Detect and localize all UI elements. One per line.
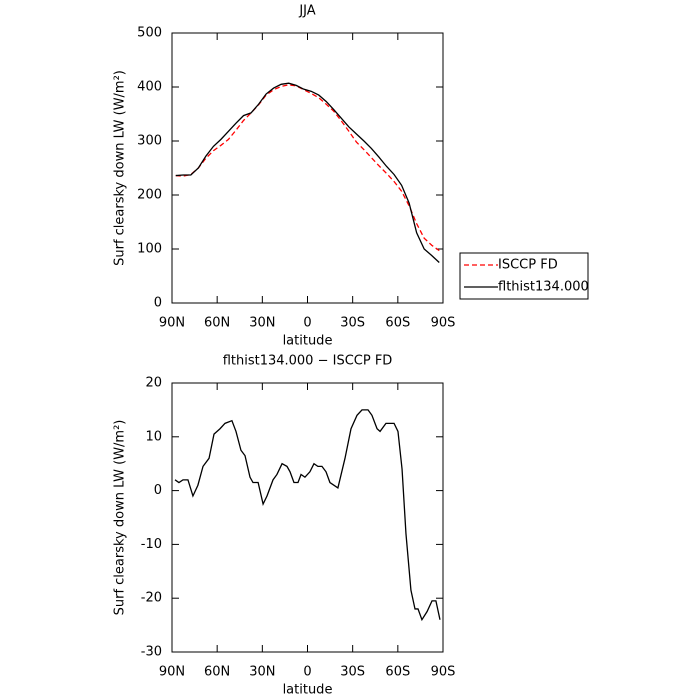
y-tick-label: 300 bbox=[137, 134, 162, 149]
plot-frame bbox=[171, 32, 444, 304]
x-tick-label: 60N bbox=[204, 316, 230, 331]
data-line bbox=[175, 84, 440, 252]
chart-title: flthist134.000 − ISCCP FD bbox=[223, 354, 393, 369]
x-tick-label: 0 bbox=[303, 316, 311, 331]
x-tick-label: 30S bbox=[340, 665, 365, 680]
x-tick-label: 90S bbox=[431, 665, 456, 680]
y-tick-label: 500 bbox=[137, 26, 162, 41]
x-tick-label: 90S bbox=[431, 316, 456, 331]
y-tick-label: -30 bbox=[141, 645, 162, 660]
plot-frame bbox=[171, 382, 444, 653]
data-line bbox=[174, 409, 441, 622]
y-tick-label: 0 bbox=[154, 296, 162, 311]
x-tick-label: 60N bbox=[204, 665, 230, 680]
x-tick-label: 30N bbox=[249, 316, 275, 331]
y-tick-label: -20 bbox=[141, 591, 162, 606]
x-tick-label: 30S bbox=[340, 316, 365, 331]
y-axis-title: Surf clearsky down LW (W/m²) bbox=[113, 420, 128, 616]
y-axis-title: Surf clearsky down LW (W/m²) bbox=[113, 70, 128, 266]
y-tick-label: 10 bbox=[145, 429, 162, 444]
chart-title: JJA bbox=[298, 4, 315, 19]
x-tick-label: 30N bbox=[249, 665, 275, 680]
x-tick-label: 90N bbox=[159, 316, 185, 331]
x-axis-title: latitude bbox=[283, 683, 333, 698]
y-tick-label: 20 bbox=[145, 376, 162, 391]
x-tick-label: 60S bbox=[385, 665, 410, 680]
legend-box bbox=[459, 252, 589, 300]
y-tick-label: 200 bbox=[137, 188, 162, 203]
x-axis-title: latitude bbox=[283, 334, 333, 349]
x-tick-label: 0 bbox=[303, 665, 311, 680]
y-tick-label: 0 bbox=[154, 483, 162, 498]
data-line bbox=[175, 82, 440, 263]
x-tick-label: 90N bbox=[159, 665, 185, 680]
y-tick-label: 400 bbox=[137, 80, 162, 95]
legend-label: flthist134.000 bbox=[498, 280, 589, 295]
x-tick-label: 60S bbox=[385, 316, 410, 331]
legend-label: ISCCP FD bbox=[498, 258, 558, 273]
y-tick-label: -10 bbox=[141, 537, 162, 552]
y-tick-label: 100 bbox=[137, 242, 162, 257]
